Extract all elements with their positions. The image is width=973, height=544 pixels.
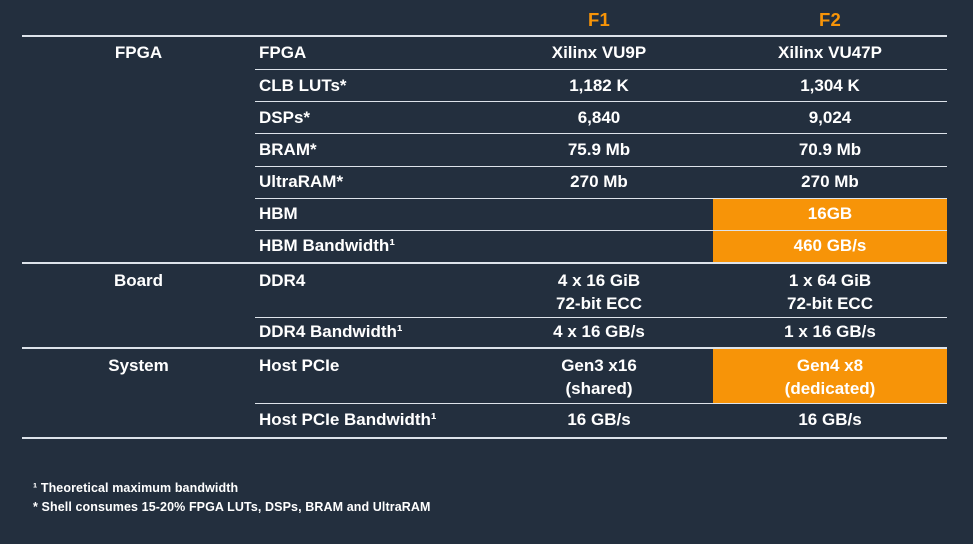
f2-value: 270 Mb — [713, 165, 947, 198]
footnotes: ¹ Theoretical maximum bandwidth * Shell … — [33, 479, 431, 517]
f2-value: 1 x 16 GB/s — [713, 316, 947, 347]
spec-label: FPGA — [259, 43, 307, 63]
table-row: Board DDR4 4 x 16 GiB 72-bit ECC 1 x 64 … — [22, 264, 947, 317]
spec-label: DSPs* — [255, 101, 485, 133]
spec-label: HBM Bandwidth¹ — [255, 229, 485, 262]
section-system: System Host PCIe Gen3 x16 (shared) Gen4 … — [22, 346, 947, 437]
f2-value: Xilinx VU47P — [778, 43, 882, 63]
group-label-board: Board — [113, 270, 164, 290]
f1-value: 270 Mb — [485, 165, 713, 198]
column-header-f1: F1 — [588, 8, 610, 30]
f2-value: 1 x 64 GiB 72-bit ECC — [787, 270, 873, 313]
table-row: DSPs* 6,840 9,024 — [22, 101, 947, 133]
f1-value — [485, 197, 713, 230]
spec-label: DDR4 Bandwidth¹ — [255, 316, 485, 347]
table-row: Host PCIe Bandwidth¹ 16 GB/s 16 GB/s — [22, 402, 947, 437]
spec-label: Host PCIe Bandwidth¹ — [255, 402, 485, 437]
f2-highlight-cell: Gen4 x8 (dedicated) — [713, 348, 947, 403]
spec-label: UltraRAM* — [255, 165, 485, 198]
f2-highlight-cell: 16GB — [713, 197, 947, 230]
table-row: FPGA FPGA Xilinx VU9P Xilinx VU47P — [22, 37, 947, 69]
footnote-shell: * Shell consumes 15-20% FPGA LUTs, DSPs,… — [33, 500, 431, 514]
f1-value: 4 x 16 GB/s — [485, 316, 713, 347]
f1-value: Gen3 x16 (shared) — [561, 355, 637, 398]
f1-value: 6,840 — [485, 101, 713, 133]
f1-value: Xilinx VU9P — [551, 43, 647, 63]
section-board: Board DDR4 4 x 16 GiB 72-bit ECC 1 x 64 … — [22, 261, 947, 347]
f1-value: 16 GB/s — [485, 402, 713, 437]
table-body: FPGA FPGA Xilinx VU9P Xilinx VU47P CLB L… — [22, 35, 947, 439]
spec-label: DDR4 — [259, 270, 306, 290]
f1-value: 75.9 Mb — [485, 133, 713, 165]
table-row: CLB LUTs* 1,182 K 1,304 K — [22, 69, 947, 101]
group-label-system: System — [108, 355, 169, 375]
spec-label: HBM — [255, 197, 485, 230]
spec-label: BRAM* — [255, 133, 485, 165]
table-row: DDR4 Bandwidth¹ 4 x 16 GB/s 1 x 16 GB/s — [22, 316, 947, 347]
f2-value: 9,024 — [713, 101, 947, 133]
f2-value: 16 GB/s — [713, 402, 947, 437]
footnote-bandwidth: ¹ Theoretical maximum bandwidth — [33, 481, 239, 495]
column-header-f2: F2 — [819, 8, 841, 30]
header-spacer-group — [22, 4, 255, 35]
f2-value: 1,304 K — [713, 69, 947, 101]
table-header-row: F1 F2 — [22, 4, 947, 35]
table-row: HBM 16GB — [22, 197, 947, 230]
f2-highlight-cell: 460 GB/s — [713, 229, 947, 262]
group-label-fpga: FPGA — [114, 43, 163, 63]
f1-value: 1,182 K — [485, 69, 713, 101]
f1-value: 4 x 16 GiB 72-bit ECC — [556, 270, 642, 313]
section-fpga: FPGA FPGA Xilinx VU9P Xilinx VU47P CLB L… — [22, 35, 947, 262]
spec-label: Host PCIe — [259, 355, 340, 375]
comparison-table: F1 F2 FPGA FPGA Xilinx VU9P Xilinx VU47P… — [22, 4, 947, 439]
f1-value — [485, 229, 713, 262]
f2-value: 70.9 Mb — [713, 133, 947, 165]
table-row: UltraRAM* 270 Mb 270 Mb — [22, 165, 947, 198]
table-row: System Host PCIe Gen3 x16 (shared) Gen4 … — [22, 348, 947, 403]
table-row: BRAM* 75.9 Mb 70.9 Mb — [22, 133, 947, 165]
spec-label: CLB LUTs* — [255, 69, 485, 101]
table-row: HBM Bandwidth¹ 460 GB/s — [22, 229, 947, 262]
header-spacer-spec — [255, 4, 485, 35]
